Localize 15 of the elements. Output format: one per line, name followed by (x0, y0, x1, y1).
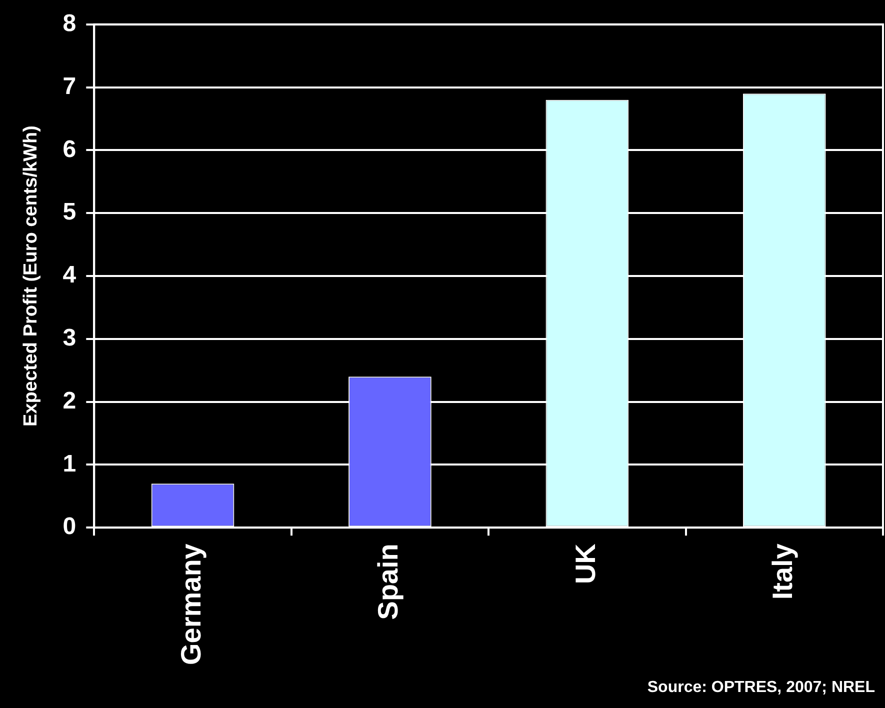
x-tick-label: Spain (372, 544, 404, 620)
y-tick-label: 3 (62, 324, 76, 352)
x-tick-label: Germany (175, 543, 206, 666)
y-tick-label: 8 (62, 10, 76, 38)
x-tick-label: Italy (767, 543, 798, 600)
y-tick-label: 2 (62, 387, 76, 414)
y-tick-label: 0 (62, 513, 76, 540)
y-tick-label: 4 (62, 262, 77, 289)
y-axis-title: Expected Profit (Euro cents/kWh) (20, 126, 42, 426)
y-tick-label: 6 (62, 136, 76, 163)
y-tick-label: 1 (62, 450, 76, 478)
y-tick-label: 5 (62, 198, 76, 226)
x-tick-label: UK (570, 544, 601, 584)
source-note: Source: OPTRES, 2007; NREL (647, 679, 876, 696)
y-tick-label: 7 (62, 72, 76, 100)
